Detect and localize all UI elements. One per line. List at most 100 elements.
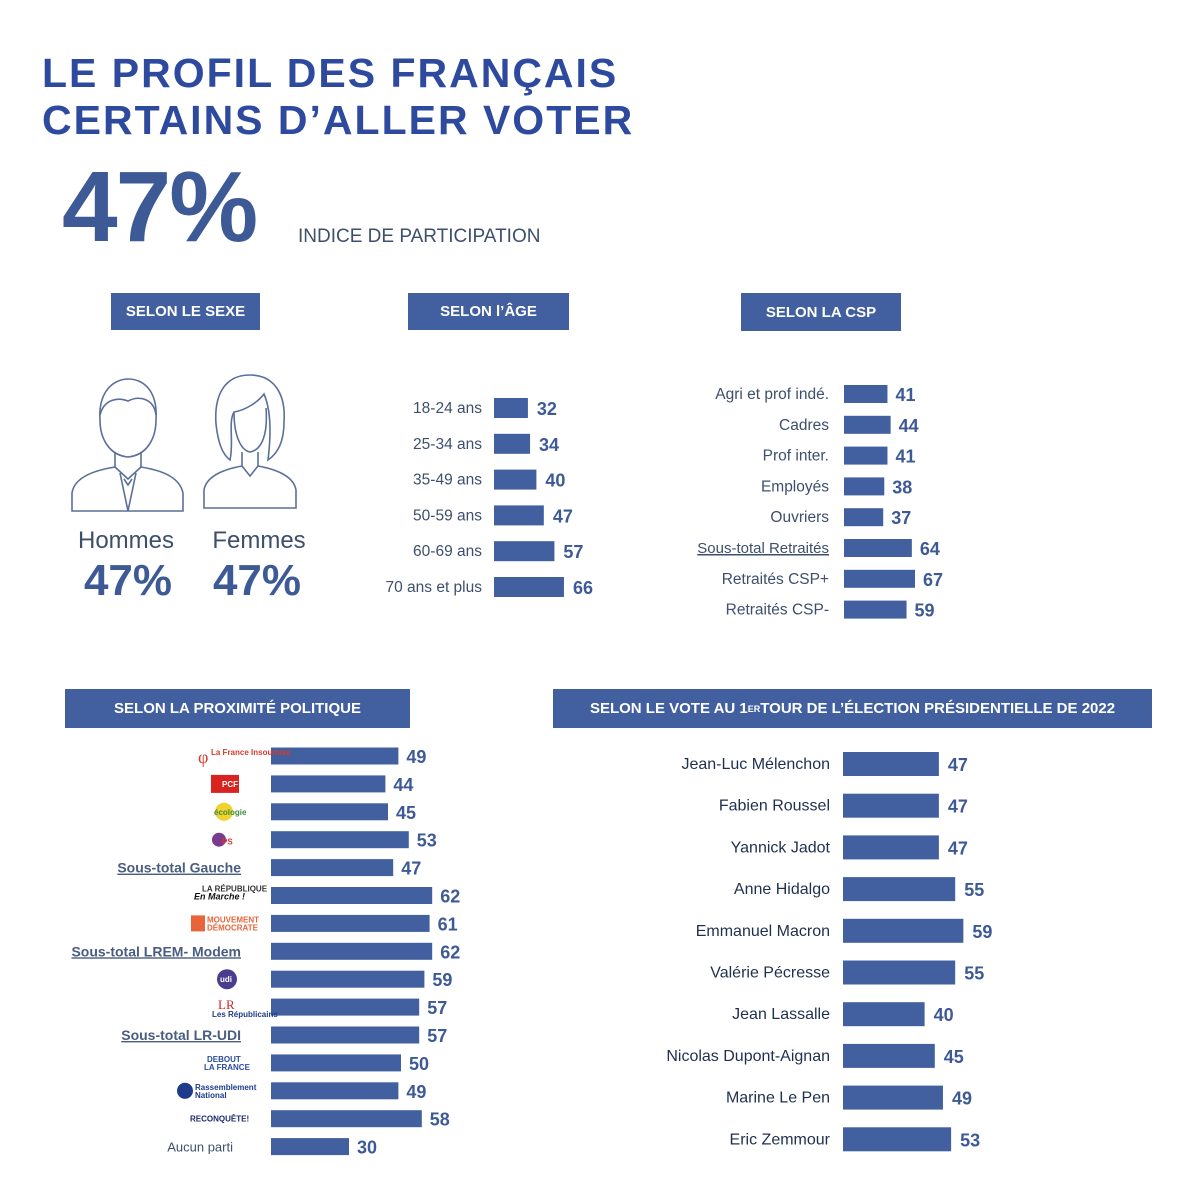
femmes-label: Femmes <box>212 527 306 554</box>
header-csp: SELON LA CSP <box>741 293 901 331</box>
age-bar <box>494 577 564 597</box>
politique-category-label: Sous-total Gauche <box>117 860 241 876</box>
csp-value-label: 38 <box>892 477 912 497</box>
age-value-label: 57 <box>563 542 583 562</box>
ps-logo-icon <box>212 832 226 847</box>
csp-category-label: Retraités CSP+ <box>722 571 829 588</box>
csp-bar <box>844 600 907 619</box>
eelv-logo-icon <box>215 802 233 821</box>
pcf-logo-icon <box>211 774 239 793</box>
header-vote: SELON LE VOTE AU 1 ER TOUR DE L’ÉLECTION … <box>553 689 1152 728</box>
page-title: LE PROFIL DES FRANÇAIS CERTAINS D’ALLER … <box>42 50 635 143</box>
politique-value-label: 58 <box>430 1110 450 1130</box>
modem-logo-text-2: DÉMOCRATE <box>207 923 259 932</box>
modem-logo-icon <box>191 915 205 932</box>
vote-category-label: Jean Lassalle <box>732 1006 830 1023</box>
pcf-logo-text: PCF <box>222 780 238 789</box>
csp-category-label: Sous-total Retraités <box>697 540 829 557</box>
csp-category-label: Retraités CSP- <box>726 602 829 619</box>
csp-value-label: 67 <box>923 570 943 590</box>
reconquete-logo-text: RECONQUÊTE! <box>190 1115 249 1124</box>
politique-category-label: Sous-total LR-UDI <box>121 1027 241 1043</box>
modem-logo-text-1: MOUVEMENT <box>207 915 259 924</box>
age-category-label: 60-69 ans <box>413 543 482 560</box>
politique-bar <box>271 1082 399 1100</box>
rn-logo-text-1: Rassemblement <box>195 1083 257 1092</box>
politique-value-label: 61 <box>438 914 458 934</box>
vote-value-label: 45 <box>944 1047 964 1067</box>
man-icon <box>71 378 184 512</box>
vote-bar <box>843 1043 935 1068</box>
age-value-label: 66 <box>573 578 593 598</box>
vote-bar <box>843 918 964 943</box>
vote-value-label: 47 <box>948 755 968 775</box>
vote-category-label: Jean-Luc Mélenchon <box>681 756 830 773</box>
politique-bar <box>271 998 420 1016</box>
vote-bar <box>843 1002 925 1027</box>
csp-bar <box>844 446 888 465</box>
vote-bar <box>843 1127 952 1152</box>
csp-bar <box>844 569 916 588</box>
header-politique: SELON LA PROXIMITÉ POLITIQUE <box>65 689 410 728</box>
lrem-logo-top: LA RÉPUBLIQUE <box>202 885 268 894</box>
header-sexe: SELON LE SEXE <box>111 293 260 330</box>
csp-category-label: Agri et prof indé. <box>715 386 829 403</box>
vote-bar <box>843 960 956 985</box>
politique-value-label: 53 <box>417 831 437 851</box>
politique-value-label: 47 <box>401 859 421 879</box>
lr-logo-text: Les Républicains <box>212 1010 278 1019</box>
vote-category-label: Valérie Pécresse <box>710 965 830 982</box>
politique-value-label: 62 <box>440 942 460 962</box>
femmes-value: 47% <box>212 556 302 605</box>
politique-value-label: 49 <box>406 1082 426 1102</box>
politique-bar <box>271 831 409 849</box>
age-category-label: 35-49 ans <box>413 472 482 489</box>
vote-category-label: Marine Le Pen <box>726 1090 830 1107</box>
vote-bar <box>843 752 939 776</box>
politique-bar <box>271 1026 420 1044</box>
vote-bar <box>843 835 939 860</box>
vote-category-label: Anne Hidalgo <box>734 881 830 898</box>
csp-value-label: 44 <box>899 416 919 436</box>
vote-category-label: Fabien Roussel <box>719 798 830 815</box>
politique-value-label: 44 <box>393 775 413 795</box>
age-bar <box>494 398 528 418</box>
politique-bar <box>271 942 433 960</box>
csp-value-label: 41 <box>895 385 915 405</box>
ps-logo-text: PS <box>222 838 233 847</box>
lrem-logo-text: En Marche ! <box>194 892 245 902</box>
politique-value-label: 62 <box>440 887 460 907</box>
politique-category-label: Sous-total LREM- Modem <box>71 943 241 959</box>
csp-value-label: 41 <box>895 447 915 467</box>
udi-logo-icon <box>217 969 237 990</box>
eelv-logo-text: écologie <box>214 808 247 817</box>
csp-bar <box>844 385 888 403</box>
vote-bar <box>843 877 956 902</box>
age-category-label: 70 ans et plus <box>385 579 482 596</box>
headline-value: 47% <box>62 151 258 263</box>
vote-bar <box>843 793 939 818</box>
politique-value-label: 57 <box>427 1026 447 1046</box>
header-vote-pre: SELON LE VOTE AU 1 <box>589 700 748 717</box>
politique-value-label: 59 <box>432 970 452 990</box>
headline-label: INDICE DE PARTICIPATION <box>298 226 541 247</box>
lr-logo-icon: LR <box>218 997 235 1012</box>
csp-bar <box>844 477 885 496</box>
vote-category-label: Eric Zemmour <box>730 1131 831 1148</box>
woman-icon <box>203 374 297 509</box>
vote-bar <box>843 1085 943 1110</box>
vote-category-label: Emmanuel Macron <box>696 923 830 940</box>
politique-value-label: 57 <box>427 998 447 1018</box>
hommes-value: 47% <box>83 556 173 605</box>
politique-value-label: 45 <box>396 803 416 823</box>
politique-bar <box>271 914 430 932</box>
age-category-label: 25-34 ans <box>413 436 482 453</box>
header-vote-sup: ER <box>747 703 761 714</box>
politique-bar <box>271 887 433 904</box>
csp-bar <box>844 508 884 527</box>
rn-logo-text-2: National <box>195 1091 227 1100</box>
politique-value-label: 50 <box>409 1054 429 1074</box>
politique-value-label: 49 <box>406 747 426 767</box>
vote-value-label: 55 <box>964 880 984 900</box>
